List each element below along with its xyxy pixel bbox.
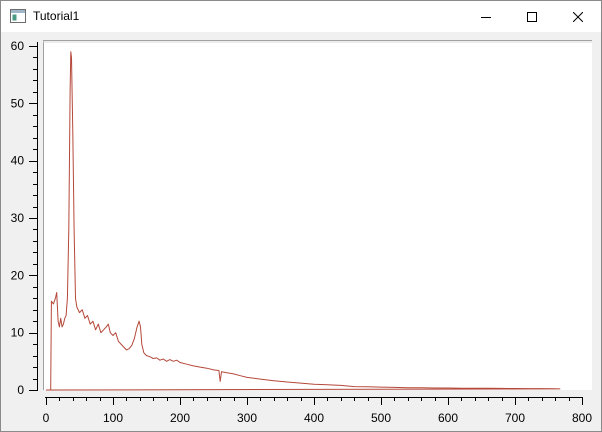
y-tick-label: 10 (11, 326, 25, 340)
minimize-icon (481, 16, 491, 18)
y-tick-label: 50 (11, 96, 25, 110)
close-button[interactable] (555, 1, 601, 32)
x-tick-label: 200 (170, 411, 190, 425)
window-title: Tutorial1 (33, 9, 80, 23)
x-tick-label: 300 (237, 411, 257, 425)
y-tick-label: 60 (11, 39, 25, 53)
x-tick-label: 500 (371, 411, 391, 425)
y-tick-label: 0 (17, 383, 24, 397)
app-window-icon (10, 9, 26, 23)
title-bar[interactable]: Tutorial1 (1, 1, 601, 32)
x-tick-label: 0 (43, 411, 50, 425)
x-tick-label: 800 (572, 411, 592, 425)
y-tick-label: 30 (11, 211, 25, 225)
y-tick-label: 40 (11, 154, 25, 168)
series-line-0 (45, 51, 561, 391)
y-tick-label: 20 (11, 268, 25, 282)
x-tick-label: 400 (304, 411, 324, 425)
client-area: 0 10 20 30 40 50 60 0 100 200 300 400 500 600 700 800 (1, 32, 601, 431)
x-tick-label: 100 (103, 411, 123, 425)
minimize-button[interactable] (463, 1, 509, 32)
maximize-icon (527, 11, 537, 22)
maximize-button[interactable] (509, 1, 555, 32)
plot-canvas (43, 40, 592, 390)
x-tick-label: 700 (505, 411, 525, 425)
close-icon (573, 11, 583, 22)
x-tick-label: 600 (438, 411, 458, 425)
